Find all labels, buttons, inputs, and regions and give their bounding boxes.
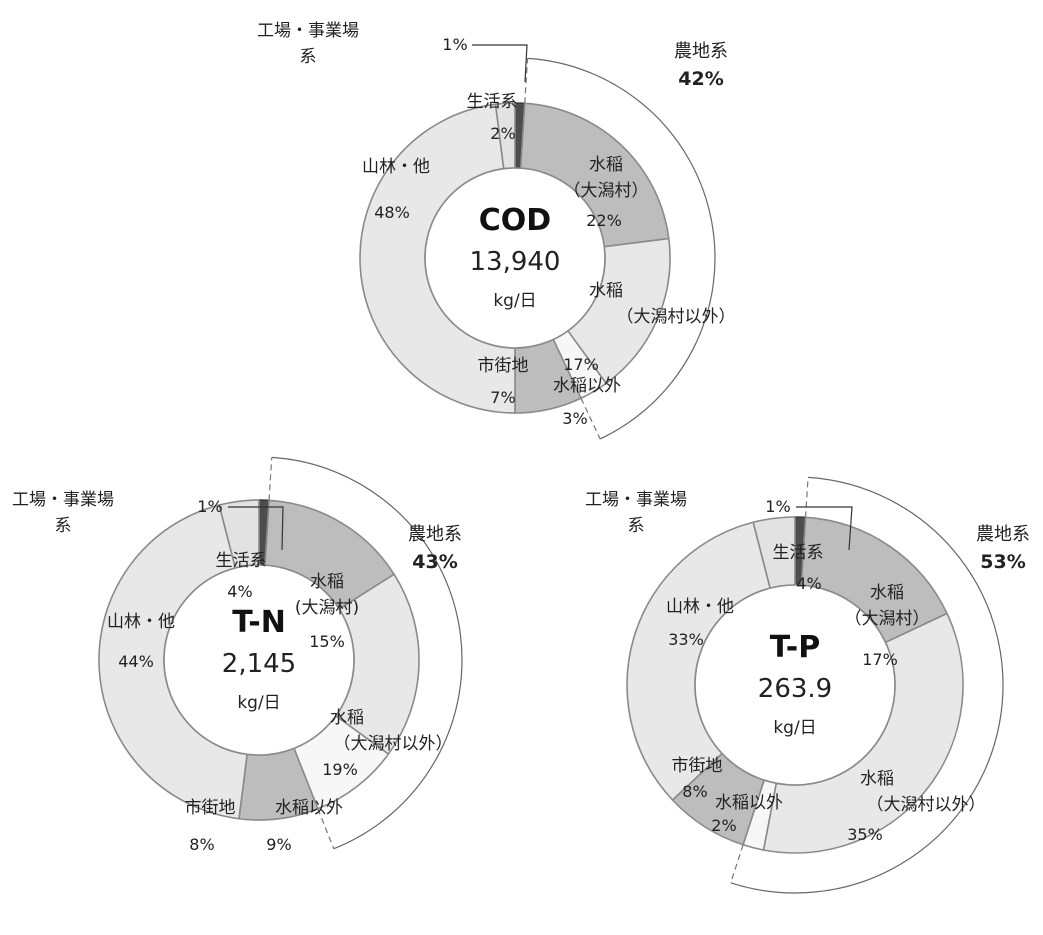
total-load-value: 2,145 [222, 649, 296, 679]
label-domestic-name: 生活系 [216, 551, 267, 571]
agriculture-bracket-dash [268, 457, 273, 501]
label-paddy-ogata-name2: (大潟村) [295, 598, 359, 618]
label-factory-name2: 系 [300, 47, 317, 67]
label-non-paddy-name: 水稲以外 [275, 798, 343, 818]
donut-center [163, 564, 355, 756]
label-paddy-other-pct: 17% [563, 355, 599, 374]
total-load-value: 263.9 [758, 674, 832, 704]
label-domestic-name: 生活系 [773, 543, 824, 563]
label-factory-pct: 1% [765, 497, 790, 516]
label-urban-pct: 8% [682, 782, 707, 801]
donut-center [424, 167, 606, 349]
label-factory-name: 工場・事業場 [257, 21, 359, 41]
label-non-paddy-pct: 9% [266, 835, 291, 854]
agriculture-bracket-arc [730, 476, 1004, 894]
agriculture-label-name: 農地系 [674, 41, 728, 62]
label-urban-name: 市街地 [185, 798, 236, 818]
factory-leader-line [796, 506, 853, 551]
total-load-unit: kg/日 [773, 718, 816, 738]
agriculture-bracket-dash [580, 397, 601, 440]
factory-leader-line [228, 506, 284, 551]
label-factory-name2: 系 [628, 516, 645, 536]
label-factory-name: 工場・事業場 [12, 490, 114, 510]
label-paddy-other-name2: （大潟村以外） [867, 795, 986, 815]
label-paddy-other-name: 水稲 [330, 708, 364, 728]
label-paddy-other-name: 水稲 [860, 769, 894, 789]
label-urban-pct: 8% [189, 835, 214, 854]
agriculture-bracket-arc [527, 57, 716, 440]
label-paddy-other-name: 水稲 [589, 281, 623, 301]
agriculture-label-pct: 42% [678, 68, 723, 90]
agriculture-bracket-dash [804, 477, 809, 518]
label-paddy-other-pct: 35% [847, 825, 883, 844]
total-load-unit: kg/日 [493, 291, 536, 311]
label-domestic-name: 生活系 [467, 92, 518, 112]
label-domestic-pct: 2% [490, 124, 515, 143]
agriculture-label-name: 農地系 [976, 524, 1030, 545]
label-factory-pct: 1% [442, 35, 467, 54]
label-forest-name: 山林・他 [666, 597, 734, 617]
total-load-unit: kg/日 [237, 693, 280, 713]
label-forest-name: 山林・他 [362, 157, 430, 177]
label-non-paddy-pct: 3% [562, 409, 587, 428]
label-paddy-ogata-name: 水稲 [589, 155, 623, 175]
label-paddy-other-name2: （大潟村以外） [617, 307, 736, 327]
agriculture-bracket-dash [317, 808, 335, 849]
label-domestic-pct: 4% [796, 574, 821, 593]
label-forest-pct: 44% [118, 652, 154, 671]
label-paddy-ogata-name2: （大潟村） [564, 181, 649, 201]
donut-center [694, 584, 896, 786]
label-urban-name: 市街地 [478, 356, 529, 376]
label-forest-pct: 48% [374, 203, 410, 222]
chart-title: T-P [770, 630, 821, 665]
label-urban-pct: 7% [490, 388, 515, 407]
chart-title: COD [479, 203, 551, 238]
label-paddy-other-name2: （大潟村以外） [334, 734, 453, 754]
label-paddy-ogata-pct: 17% [862, 650, 898, 669]
label-non-paddy-name: 水稲以外 [715, 793, 783, 813]
label-forest-pct: 33% [668, 630, 704, 649]
label-factory-name: 工場・事業場 [585, 490, 687, 510]
label-paddy-ogata-name: 水稲 [310, 572, 344, 592]
chart-title: T-N [232, 605, 286, 640]
label-domestic-pct: 4% [227, 582, 252, 601]
label-paddy-ogata-pct: 22% [586, 211, 622, 230]
label-factory-name2: 系 [55, 516, 72, 536]
agriculture-bracket-arc [271, 456, 463, 850]
agriculture-label-pct: 43% [412, 551, 457, 573]
label-paddy-ogata-name2: （大潟村） [845, 609, 930, 629]
agriculture-label-pct: 53% [980, 551, 1025, 573]
label-paddy-other-pct: 19% [322, 760, 358, 779]
total-load-value: 13,940 [470, 247, 561, 277]
factory-leader-line [472, 44, 528, 83]
agriculture-bracket-dash [524, 58, 529, 104]
label-urban-name: 市街地 [672, 756, 723, 776]
agriculture-label-name: 農地系 [408, 524, 462, 545]
label-non-paddy-name: 水稲以外 [553, 376, 621, 396]
agriculture-bracket-dash [730, 844, 744, 884]
label-forest-name: 山林・他 [107, 612, 175, 632]
label-factory-pct: 1% [197, 497, 222, 516]
label-non-paddy-pct: 2% [711, 816, 736, 835]
label-paddy-ogata-name: 水稲 [870, 583, 904, 603]
label-paddy-ogata-pct: 15% [309, 632, 345, 651]
